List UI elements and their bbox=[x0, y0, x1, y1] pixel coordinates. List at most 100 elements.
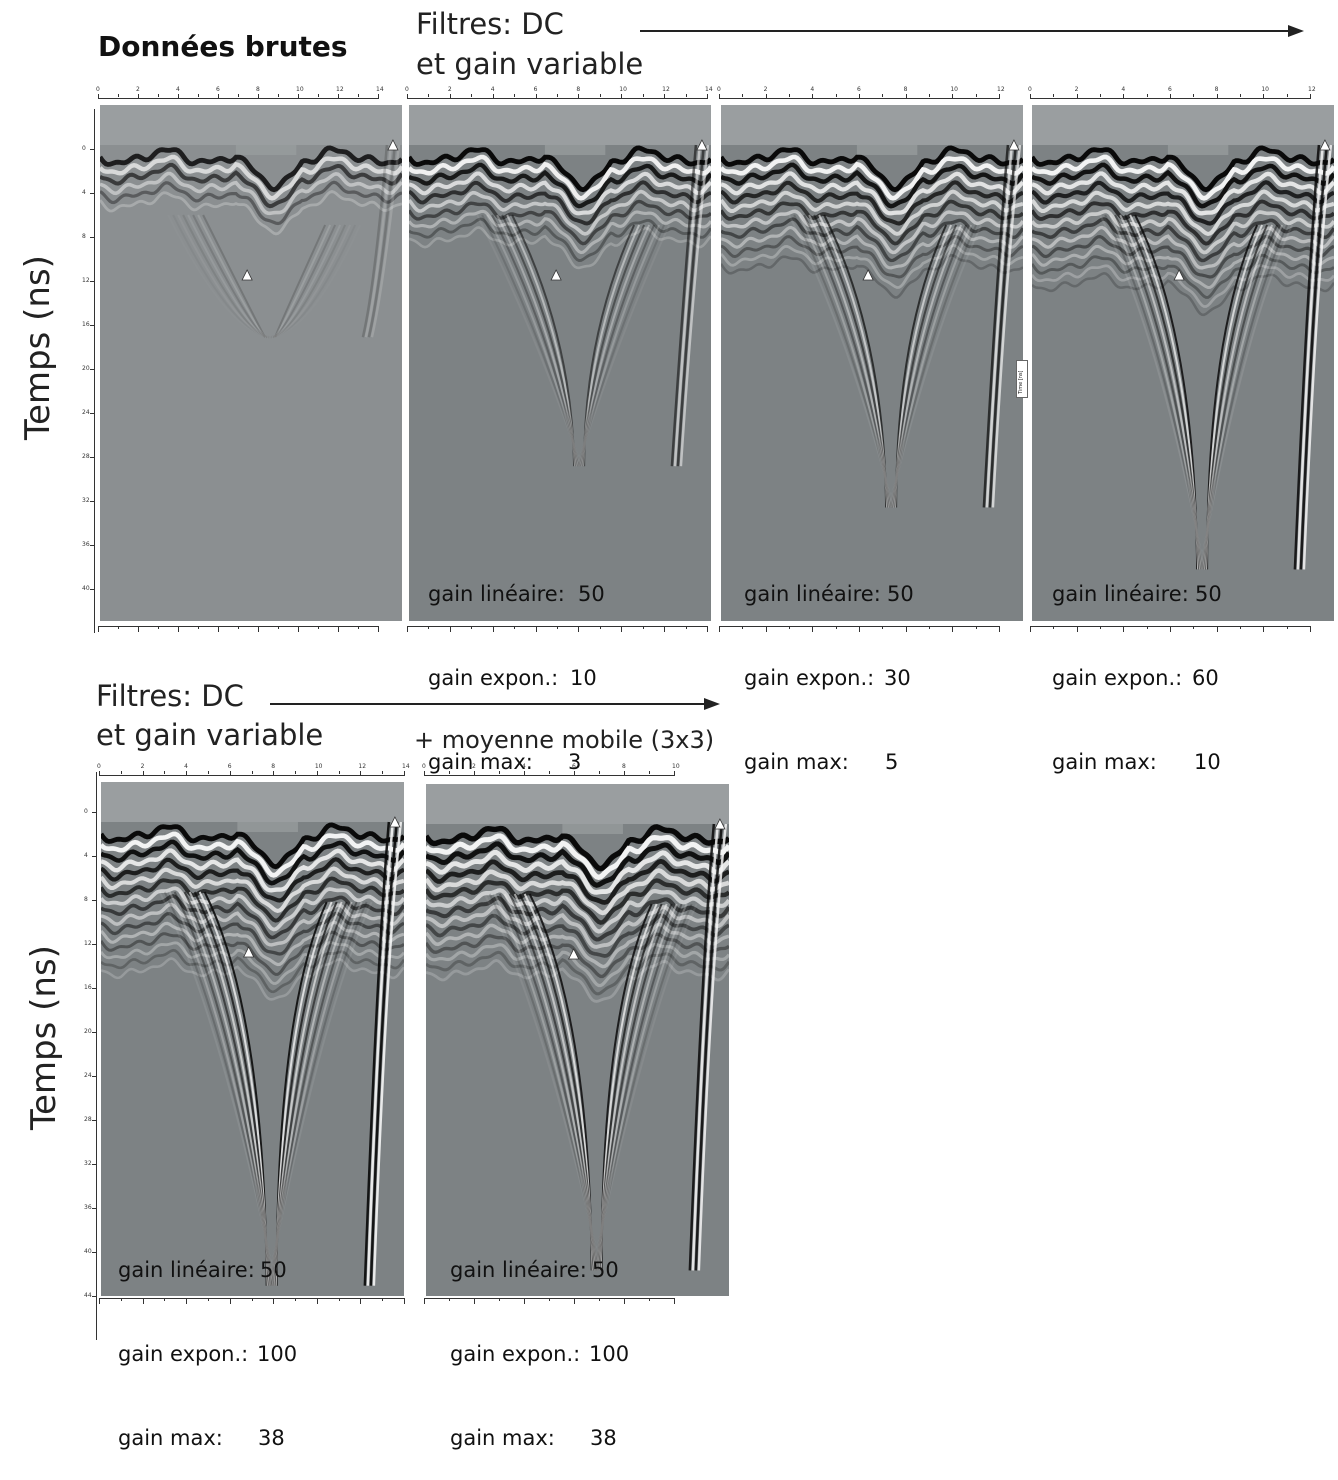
y-tick bbox=[90, 413, 95, 414]
x-tick bbox=[338, 771, 340, 774]
x-tick-label: 10 bbox=[1261, 86, 1269, 93]
gain-linear-line: gain linéaire: 50 bbox=[1052, 580, 1222, 608]
x-tick bbox=[474, 1298, 475, 1304]
x-tick bbox=[1146, 94, 1148, 97]
x-tick bbox=[120, 1298, 122, 1301]
y-tick-label: 0 bbox=[82, 145, 86, 152]
x-tick bbox=[1123, 626, 1125, 632]
x-axis-line-top bbox=[98, 98, 378, 99]
radargram-image bbox=[100, 105, 402, 621]
x-tick bbox=[882, 626, 884, 629]
x-tick bbox=[535, 94, 537, 99]
marker-triangle-icon bbox=[550, 269, 562, 281]
x-tick-label: 0 bbox=[405, 86, 409, 93]
y-tick-label: 4 bbox=[82, 189, 86, 196]
x-tick bbox=[238, 94, 239, 97]
x-tick bbox=[1310, 94, 1311, 99]
x-tick bbox=[142, 771, 144, 776]
x-tick bbox=[578, 94, 580, 99]
x-tick bbox=[707, 94, 708, 99]
x-tick bbox=[499, 771, 500, 774]
x-tick-label: 6 bbox=[857, 86, 861, 93]
gain-annotation-b1: gain linéaire: 50 gain expon.: 100 gain ma… bbox=[118, 1200, 297, 1480]
x-tick bbox=[298, 94, 299, 99]
y-tick bbox=[90, 589, 95, 590]
x-tick bbox=[514, 94, 516, 97]
x-tick bbox=[549, 771, 550, 774]
gain-max-value: 38 bbox=[258, 1426, 285, 1450]
x-tick bbox=[621, 626, 623, 632]
y-tick-label: 28 bbox=[82, 453, 90, 460]
x-tick bbox=[338, 94, 339, 99]
inner-time-axis-tag: Time [ns] bbox=[1016, 360, 1028, 398]
x-tick bbox=[642, 94, 644, 97]
x-tick-label: 4 bbox=[184, 763, 188, 770]
filters-title-line1: Filtres: DC bbox=[416, 7, 564, 41]
y-tick-label: 24 bbox=[82, 409, 90, 416]
x-tick bbox=[621, 94, 623, 99]
x-tick bbox=[382, 1298, 384, 1301]
x-tick bbox=[164, 771, 166, 774]
x-tick bbox=[1123, 94, 1125, 99]
gain-linear-value: 50 bbox=[1195, 582, 1222, 606]
x-tick bbox=[378, 626, 379, 632]
gain-linear-value: 50 bbox=[592, 1258, 619, 1282]
x-tick bbox=[742, 626, 744, 629]
x-tick bbox=[218, 626, 219, 632]
x-tick bbox=[719, 94, 720, 99]
gain-max-value: 10 bbox=[1194, 750, 1221, 774]
gain-linear-line: gain linéaire: 50 bbox=[428, 580, 605, 608]
x-tick-label: 6 bbox=[216, 86, 220, 93]
x-tick-label: 2 bbox=[447, 86, 452, 93]
gain-exp-line: gain expon.: 10 bbox=[428, 664, 605, 692]
progression-arrow-head bbox=[1288, 25, 1304, 37]
x-tick bbox=[428, 94, 430, 97]
x-tick bbox=[424, 1298, 425, 1304]
x-tick-label: 2 bbox=[472, 763, 476, 770]
x-tick bbox=[1216, 94, 1218, 99]
x-tick-label: 0 bbox=[96, 86, 100, 93]
x-tick-label: 4 bbox=[810, 86, 815, 93]
y-tick bbox=[90, 325, 95, 326]
marker-triangle-icon bbox=[1319, 139, 1331, 151]
x-tick bbox=[1193, 626, 1195, 629]
gain-annotation-p4: gain linéaire: 50 gain expon.: 60 gain max… bbox=[1052, 524, 1222, 804]
x-tick-label: 14 bbox=[402, 763, 410, 770]
y-tick-label: 0 bbox=[84, 808, 88, 815]
y-tick-label: 12 bbox=[82, 277, 90, 284]
x-tick bbox=[557, 94, 558, 97]
y-tick-label: 4 bbox=[84, 852, 88, 859]
x-tick bbox=[99, 771, 100, 776]
gain-linear-line: gain linéaire: 50 bbox=[744, 580, 914, 608]
x-tick bbox=[1030, 94, 1031, 99]
x-tick bbox=[624, 771, 625, 776]
marker-triangle-icon bbox=[241, 269, 253, 281]
inner-time-axis-text: Time [ns] bbox=[1018, 370, 1024, 394]
y-tick bbox=[92, 1032, 97, 1033]
x-tick bbox=[649, 1298, 650, 1301]
x-tick bbox=[812, 94, 814, 99]
x-tick bbox=[905, 94, 907, 99]
y-tick bbox=[92, 1296, 97, 1297]
x-tick bbox=[524, 771, 525, 776]
x-tick bbox=[229, 1298, 231, 1304]
x-tick bbox=[557, 626, 558, 629]
radargram-image bbox=[426, 784, 729, 1296]
radargram-panel-gain-60 bbox=[1032, 105, 1334, 621]
x-tick bbox=[273, 771, 275, 776]
x-tick bbox=[158, 94, 159, 97]
x-tick bbox=[138, 94, 139, 99]
x-tick bbox=[599, 626, 601, 629]
gain-linear-line: gain linéaire: 50 bbox=[450, 1256, 629, 1284]
marker-triangle-icon bbox=[243, 946, 255, 958]
x-tick bbox=[258, 626, 259, 632]
y-tick-label: 8 bbox=[82, 233, 86, 240]
x-tick bbox=[859, 94, 860, 99]
y-axis-line bbox=[96, 772, 97, 1340]
gain-max-line: gain max: 38 bbox=[450, 1424, 629, 1452]
x-tick bbox=[719, 626, 720, 632]
x-tick bbox=[186, 1298, 188, 1304]
x-tick-label: 0 bbox=[717, 86, 721, 93]
x-tick bbox=[258, 94, 259, 99]
x-tick bbox=[1193, 94, 1195, 97]
